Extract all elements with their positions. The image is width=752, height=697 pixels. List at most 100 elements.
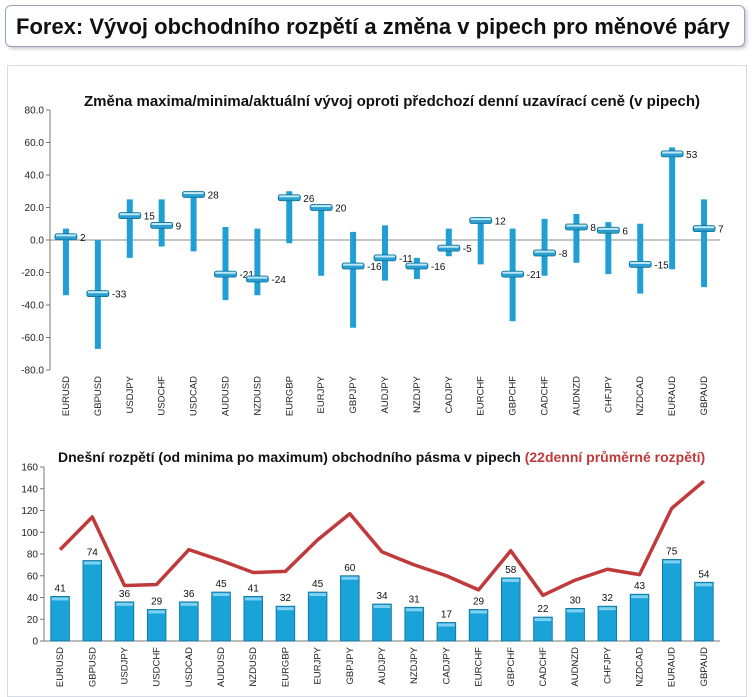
chart1-marker-highlight — [438, 245, 459, 248]
chart2-bar — [307, 591, 328, 642]
chart2-y-tick-label: 20 — [27, 615, 39, 626]
chart1-marker-highlight — [694, 226, 715, 229]
chart2-x-tick-label: USDCHF — [152, 647, 163, 687]
chart2-bar — [50, 596, 70, 642]
chart1-range-bar — [286, 191, 293, 244]
chart1-marker-highlight — [406, 263, 427, 266]
chart1-marker-highlight — [662, 151, 683, 154]
chart2-bar — [404, 606, 424, 642]
chart1-marker-highlight — [630, 261, 651, 264]
chart1-value-label: 2 — [80, 233, 86, 244]
chart2-x-tick-label: AUDNZD — [570, 647, 581, 687]
chart2-bar-highlight — [212, 593, 230, 597]
chart2-x-tick-label: CADJPY — [441, 646, 452, 684]
chart1-marker-highlight — [55, 234, 76, 237]
chart1-y-tick-label: -40.0 — [21, 301, 44, 312]
chart1-marker-highlight — [151, 222, 172, 225]
chart1-x-tick-label: NZDUSD — [252, 376, 263, 416]
chart2-x-tick-label: NZDUSD — [248, 647, 259, 687]
chart2-value-label: 41 — [55, 583, 67, 594]
chart2-bar-highlight — [148, 610, 166, 614]
chart1-x-tick-label: USDCHF — [157, 376, 168, 416]
chart1-range-bar — [701, 199, 708, 288]
chart2-x-tick-label: USDCAD — [184, 647, 195, 687]
chart1-marker-highlight — [343, 263, 364, 266]
chart1-value-label: -16 — [367, 262, 382, 273]
chart2-bar-highlight — [695, 583, 713, 587]
chart2-avg-line — [58, 479, 706, 598]
chart1-x-tick-label: CADCHF — [540, 376, 551, 416]
chart1-x-tick-label: EURAUD — [667, 376, 678, 416]
chart2-x-tick-label: EURUSD — [55, 647, 66, 687]
chart2-x-tick-label: GBPJPY — [345, 646, 356, 684]
chart1-value-label: 7 — [718, 225, 724, 236]
chart1-range-bar — [445, 228, 452, 257]
chart1-value-label: -21 — [527, 270, 542, 281]
chart2-bar-highlight — [277, 607, 294, 611]
chart2-value-label: 75 — [666, 546, 678, 557]
chart2-value-label: 45 — [215, 579, 227, 590]
chart1-title: Změna maxima/minima/aktuální vývoj oprot… — [84, 93, 700, 110]
chart1-value-label: -24 — [271, 275, 286, 286]
chart1-marker-highlight — [375, 255, 395, 258]
chart1-range-bar — [669, 147, 676, 270]
chart2-bar-highlight — [341, 576, 359, 580]
page-title: Forex: Vývoj obchodního rozpětí a změna … — [16, 14, 730, 39]
chart1-range-bar — [222, 227, 229, 301]
chart1-value-label: 28 — [208, 191, 220, 202]
chart1-marker-highlight — [566, 224, 587, 227]
chart2-value-label: 43 — [634, 581, 646, 592]
chart1-marker-highlight — [502, 271, 523, 274]
chart2-bar — [661, 559, 682, 642]
chart1-value-label: 26 — [303, 194, 315, 205]
chart2-x-tick-label: EURCHF — [474, 647, 485, 687]
chart2-y-tick-label: 100 — [21, 528, 38, 539]
chart2-value-label: 54 — [698, 569, 710, 580]
chart2-bar — [243, 596, 263, 642]
chart1-range-bar — [382, 225, 388, 281]
chart2-value-label: 17 — [441, 610, 453, 621]
chart2-bar-highlight — [83, 561, 101, 565]
chart2-bar-highlight — [470, 610, 487, 614]
chart1-x-tick-label: GBPAUD — [699, 376, 710, 416]
chart1-value-label: 15 — [144, 212, 156, 223]
chart1-x-tick-label: NZDCAD — [635, 376, 646, 416]
chart1-value-label: -21 — [239, 270, 254, 281]
chart2-bar — [694, 581, 714, 642]
chart1-x-tick-label: EURJPY — [316, 375, 327, 413]
chart1-y-tick-label: 80.0 — [25, 106, 45, 117]
chart1-value-label: -5 — [463, 244, 472, 255]
chart2-bar — [629, 593, 650, 642]
chart1-value-label: 9 — [176, 221, 182, 232]
chart2-x-tick-label: EURAUD — [667, 647, 678, 687]
chart2-bar — [597, 605, 618, 642]
chart1-x-tick-label: AUDJPY — [380, 375, 391, 413]
chart2-bar-highlight — [534, 618, 552, 622]
chart2-bar-highlight — [566, 609, 584, 613]
chart1-x-tick-label: GBPUSD — [93, 376, 104, 416]
chart2-bar-highlight — [51, 597, 69, 601]
chart1-x-tick-label: EURUSD — [61, 376, 72, 416]
chart2-y-tick-label: 120 — [21, 506, 38, 517]
chart2-value-label: 32 — [280, 593, 292, 604]
chart1-x-tick-label: CADJPY — [444, 375, 455, 413]
chart2-value-label: 30 — [570, 595, 582, 606]
chart2-bar — [501, 577, 521, 642]
chart2-y-tick-label: 60 — [27, 571, 39, 582]
chart2-value-label: 36 — [183, 589, 195, 600]
chart2-x-tick-label: GBPUSD — [87, 647, 98, 687]
chart1-marker-highlight — [534, 250, 555, 253]
chart2-value-label: 22 — [537, 604, 549, 615]
chart2-bar — [179, 601, 199, 642]
chart1-value-label: -33 — [112, 290, 127, 301]
chart1-y-tick-label: -20.0 — [21, 268, 44, 279]
chart2-value-label: 58 — [505, 565, 517, 576]
chart2-value-label: 29 — [473, 596, 485, 607]
chart2-x-tick-label: NZDCAD — [635, 647, 646, 687]
chart2-x-tick-label: AUDUSD — [216, 647, 227, 687]
chart1-x-tick-label: USDCAD — [189, 376, 200, 416]
chart2-bar — [146, 609, 167, 642]
chart1-range-bar — [126, 199, 133, 258]
chart1-y-tick-label: 40.0 — [25, 171, 45, 182]
